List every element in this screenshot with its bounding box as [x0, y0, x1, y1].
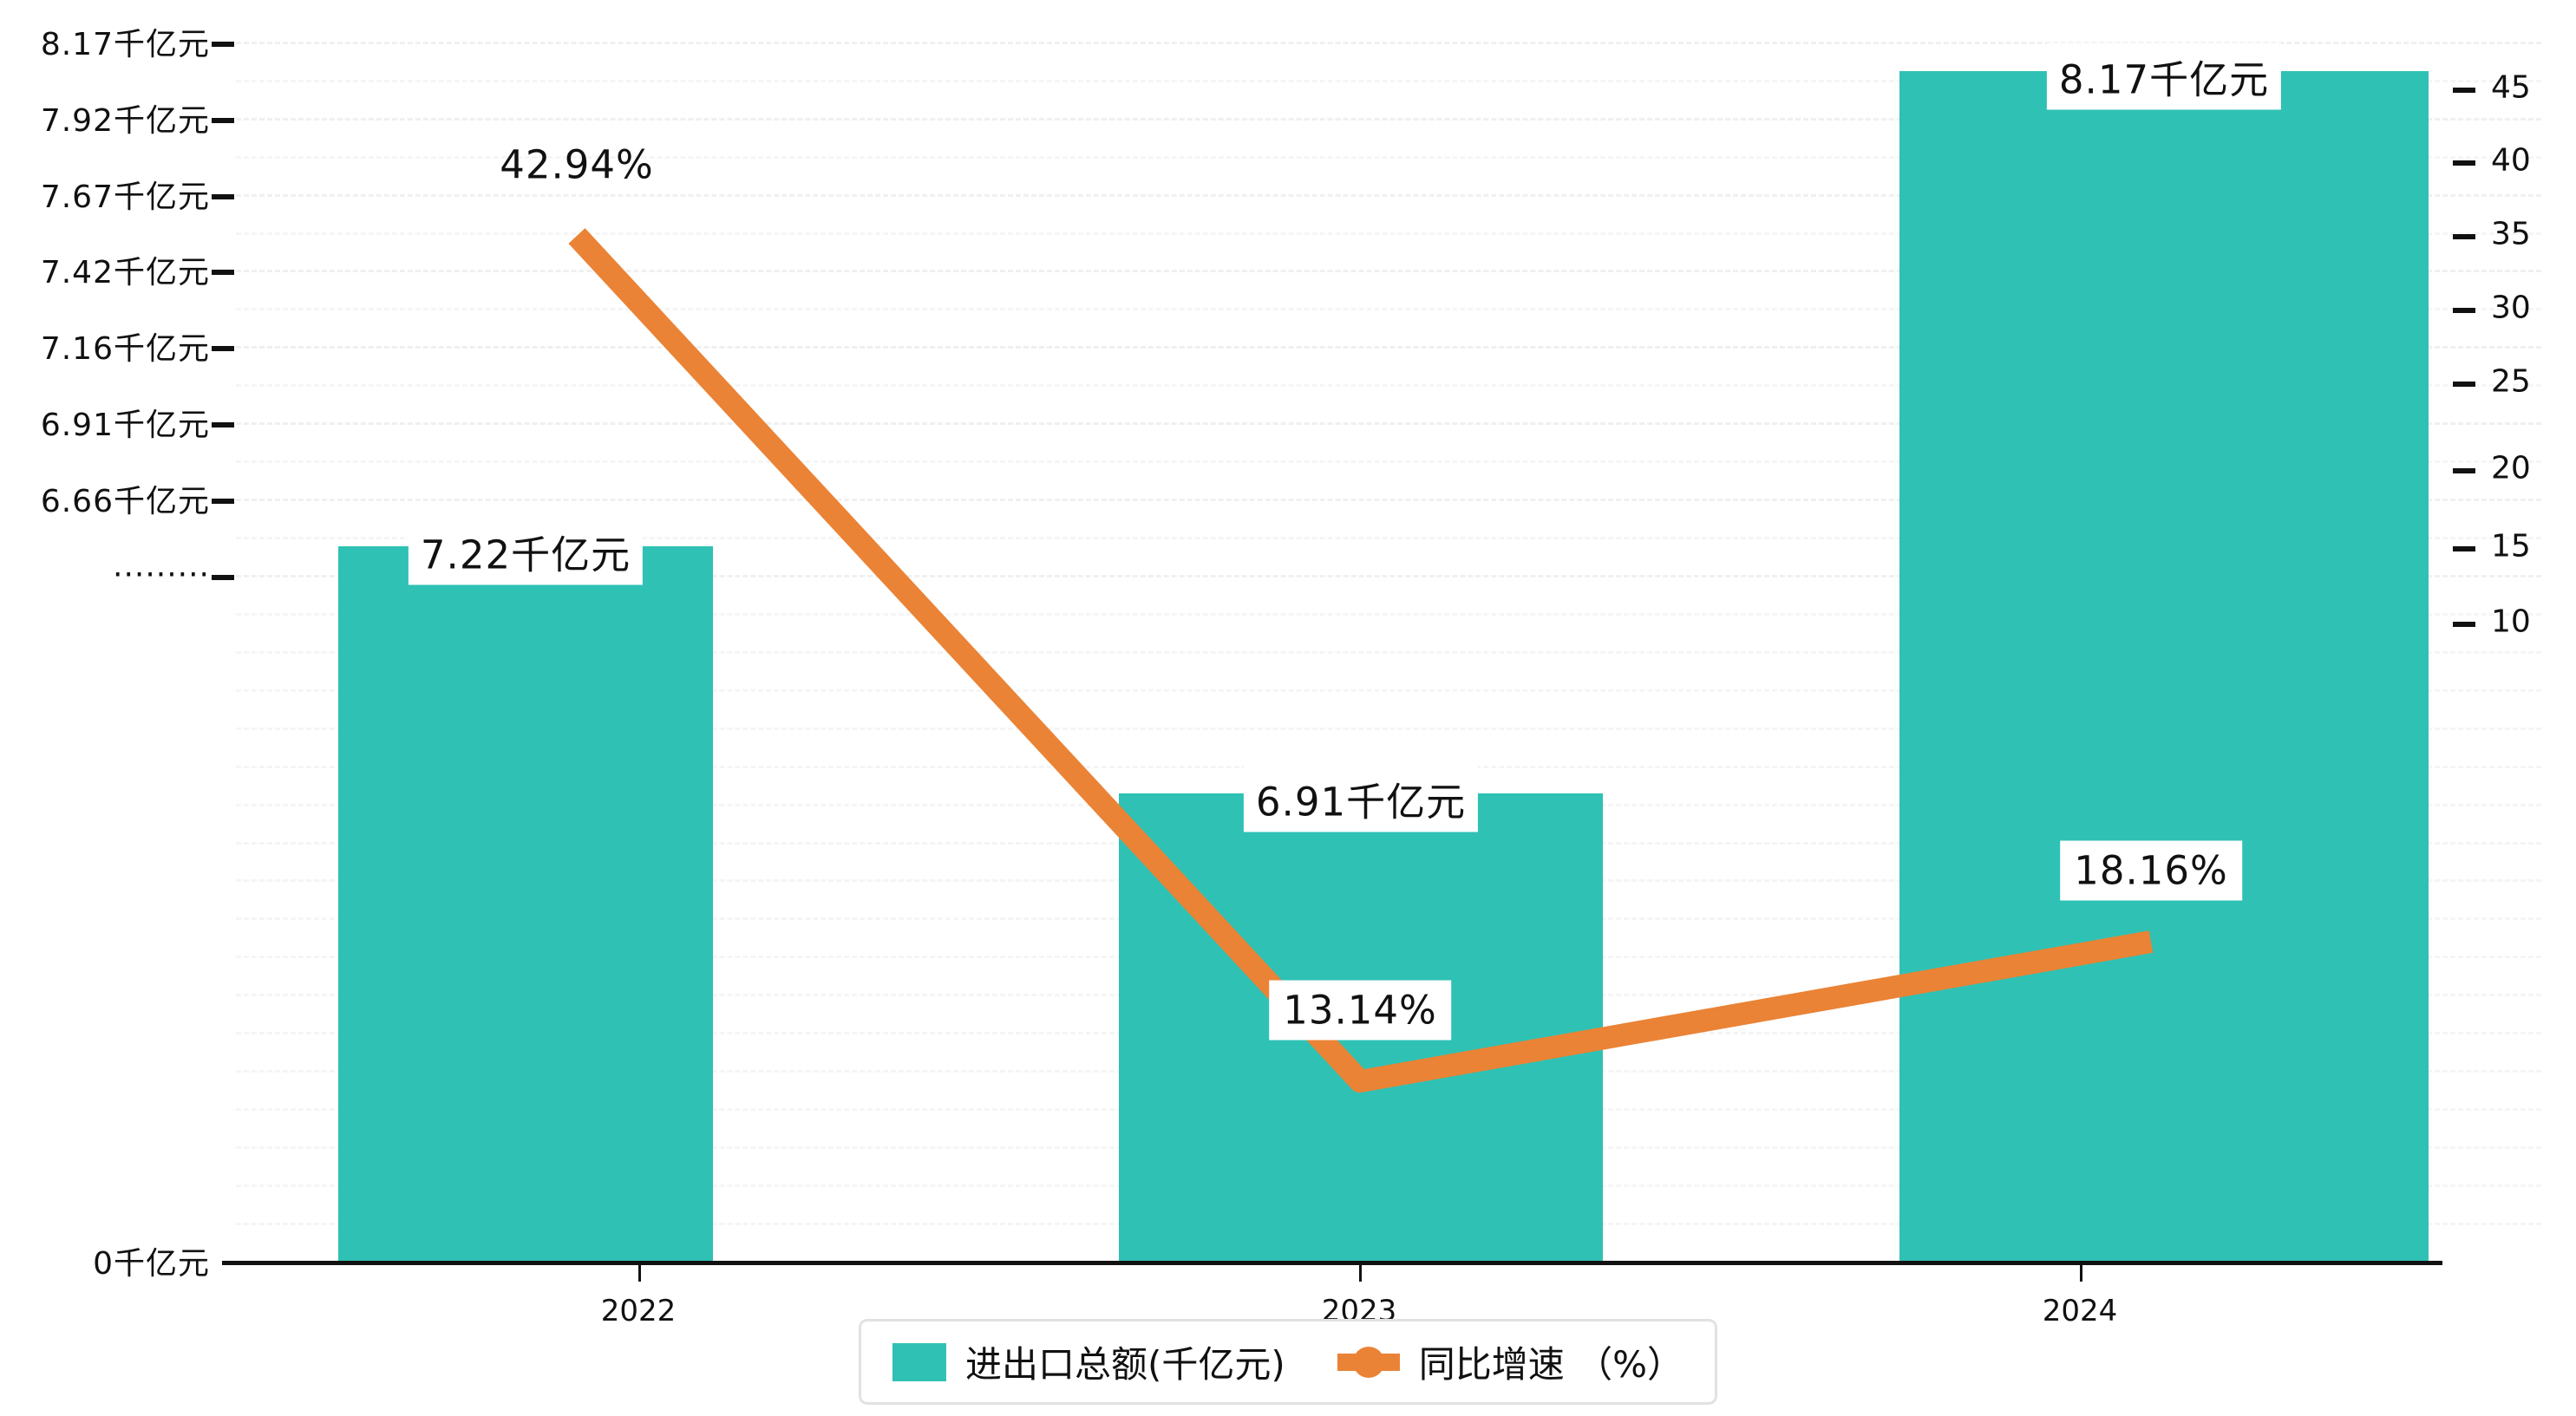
y-axis-left-tick-label: 8.17千亿元: [40, 27, 210, 62]
y-axis-right-tick-label: 30: [2491, 290, 2531, 326]
y-axis-right-tick: [2453, 234, 2475, 239]
y-axis-right-tick: [2453, 546, 2475, 551]
y-axis-left-tick: [212, 422, 234, 427]
y-axis-right-tick-label: 20: [2491, 450, 2531, 486]
y-axis-right-tick: [2453, 308, 2475, 313]
y-axis-left-tick: [212, 270, 234, 275]
x-axis-line: [222, 1261, 2442, 1265]
y-axis-right-tick-label: 10: [2491, 604, 2531, 640]
y-axis-left-tick-label: 6.66千亿元: [40, 484, 210, 519]
legend-label-bar: 进出口总额(千亿元): [964, 1343, 1285, 1386]
y-axis-left-tick: [212, 575, 234, 580]
gridline-major: [236, 194, 2541, 197]
x-axis-tick: [2080, 1263, 2082, 1282]
y-axis-right-tick: [2453, 88, 2475, 93]
line-swatch-icon: [1337, 1353, 1400, 1371]
y-axis-left-tick-label: 7.92千亿元: [40, 103, 210, 139]
y-axis-right-tick: [2453, 382, 2475, 387]
gridline-major: [236, 42, 2541, 44]
x-axis-tick: [638, 1263, 641, 1282]
y-axis-left-tick-label: ·········: [113, 557, 210, 593]
y-axis-right-tick-label: 40: [2491, 142, 2531, 179]
y-axis-left-tick-label: 7.42千亿元: [40, 255, 210, 290]
line-value-label-2023: 13.14%: [1269, 980, 1451, 1041]
y-axis-left-tick-label: 7.16千亿元: [40, 331, 210, 367]
y-axis-right-tick-label: 45: [2491, 69, 2531, 106]
bar-value-label-2022: 7.22千亿元: [408, 518, 644, 585]
y-axis-left-tick: [212, 346, 234, 351]
y-axis-left-tick: [212, 118, 234, 123]
bar-swatch-icon: [892, 1342, 946, 1381]
gridline-major: [236, 118, 2541, 121]
gridline-minor: [236, 80, 2541, 82]
y-axis-right-tick-label: 15: [2491, 528, 2531, 564]
y-axis-left-tick: [212, 194, 234, 199]
y-axis-right-tick: [2453, 622, 2475, 627]
y-axis-left-tick-label: 6.91千亿元: [40, 408, 210, 443]
line-value-label-2024: 18.16%: [2060, 840, 2242, 901]
legend-item-bar[interactable]: 进出口总额(千亿元): [892, 1335, 1285, 1388]
bar-value-label-2023: 6.91千亿元: [1243, 765, 1479, 832]
gridline-minor: [236, 156, 2541, 159]
y-axis-left-tick-label: 0千亿元: [93, 1246, 210, 1282]
x-axis-tick: [1359, 1263, 1362, 1282]
y-axis-right-tick: [2453, 160, 2475, 166]
y-axis-left-tick: [212, 42, 234, 47]
chart-legend[interactable]: 进出口总额(千亿元) 同比增速 （%）: [858, 1319, 1718, 1405]
y-axis-right-tick: [2453, 468, 2475, 473]
bar-value-label-2024: 8.17千亿元: [2046, 42, 2282, 110]
y-axis-right-tick-label: 35: [2491, 216, 2531, 252]
y-axis-right-tick-label: 25: [2491, 363, 2531, 400]
x-axis-tick-label: 2022: [600, 1294, 677, 1328]
legend-label-line: 同比增速 （%）: [1418, 1343, 1684, 1386]
x-axis-tick-label: 2024: [2042, 1294, 2118, 1328]
y-axis-left-tick: [212, 499, 234, 504]
line-value-label-2022: 42.94%: [500, 141, 654, 188]
legend-item-line[interactable]: 同比增速 （%）: [1337, 1335, 1684, 1388]
y-axis-left-tick-label: 7.67千亿元: [40, 179, 210, 215]
